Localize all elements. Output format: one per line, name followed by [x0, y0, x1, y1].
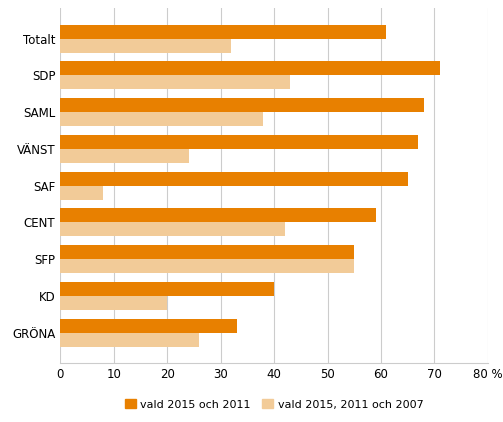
Bar	[60, 98, 424, 112]
Bar	[60, 149, 189, 163]
Bar	[60, 245, 354, 259]
Bar	[60, 61, 440, 75]
Bar	[60, 75, 290, 89]
Bar	[60, 38, 231, 52]
Bar	[60, 222, 285, 236]
Legend: vald 2015 och 2011, vald 2015, 2011 och 2007: vald 2015 och 2011, vald 2015, 2011 och …	[120, 395, 428, 414]
Bar	[60, 333, 199, 347]
Bar	[60, 208, 376, 222]
Bar	[60, 135, 418, 149]
Bar	[60, 24, 386, 38]
Bar	[60, 112, 264, 126]
Bar	[60, 186, 103, 200]
Bar	[60, 296, 167, 310]
Bar	[60, 172, 408, 186]
Bar	[60, 259, 354, 273]
Bar	[60, 282, 274, 296]
Bar	[60, 319, 237, 333]
